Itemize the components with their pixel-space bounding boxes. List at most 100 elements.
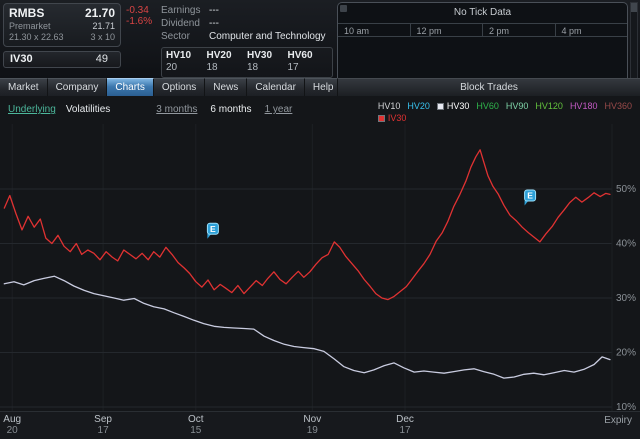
legend-row-hv: HV10 HV20 HV30 HV60 HV90 HV120 HV180 HV360 xyxy=(378,101,632,111)
x-axis-label-aug: Aug 20 xyxy=(3,414,22,436)
volatilities-view-label[interactable]: Volatilities xyxy=(65,104,111,115)
company-info-panel: Earnings --- Dividend --- Sector Compute… xyxy=(155,0,337,78)
range-6-months[interactable]: 6 months xyxy=(210,104,252,115)
chart-view-links: Underlying Volatilities xyxy=(8,96,110,124)
legend-label: HV60 xyxy=(476,101,499,111)
dividend-label: Dividend xyxy=(161,18,200,29)
price-change: -0.34 xyxy=(126,5,149,16)
range-1-year[interactable]: 1 year xyxy=(264,104,293,115)
hv20-stat: HV20 18 xyxy=(207,50,248,74)
legend-item-hv10[interactable]: HV10 xyxy=(378,101,401,111)
ticker-symbol: RMBS xyxy=(9,6,45,20)
legend-item-hv360[interactable]: HV360 xyxy=(604,101,632,111)
last-price: 21.70 xyxy=(84,6,115,20)
x-axis-label-oct: Oct 15 xyxy=(188,414,204,436)
legend-label: HV180 xyxy=(569,101,598,111)
charts-view: Underlying Volatilities 3 months 6 month… xyxy=(0,96,640,439)
time-range-links: 3 months 6 months 1 year xyxy=(156,96,292,124)
earnings-marker-letter: E xyxy=(527,191,533,201)
navigation-row: Market Company Charts Options News Calen… xyxy=(0,78,640,96)
hv10-stat-label: HV10 xyxy=(166,50,192,61)
block-trades-label: Block Trades xyxy=(460,82,518,93)
underlying-link[interactable]: Underlying xyxy=(8,104,56,115)
quote-box: RMBS 21.70 Premarket 21.71 21.30 x 22.63… xyxy=(3,3,121,47)
legend-label: IV30 xyxy=(387,113,407,123)
legend-item-hv20[interactable]: HV20 xyxy=(407,101,430,111)
earnings-marker-tail xyxy=(207,233,212,239)
legend-label: HV30 xyxy=(446,101,470,111)
range-3-months[interactable]: 3 months xyxy=(156,104,198,115)
tick-chart-panel: No Tick Data 10 am 12 pm 2 pm 4 pm xyxy=(337,0,640,78)
chart-x-axis: Expiry Aug 20 Sep 17 Oct 15 Nov 19 Dec 17 xyxy=(0,411,640,439)
iv30-selector[interactable]: IV30 49 xyxy=(3,51,121,68)
earnings-marker-letter: E xyxy=(210,224,216,234)
time-label-2pm: 2 pm xyxy=(482,24,555,36)
panel-handle-icon[interactable] xyxy=(340,5,347,12)
price-change-percent: -1.6% xyxy=(126,16,153,27)
tick-chart: No Tick Data 10 am 12 pm 2 pm 4 pm xyxy=(337,2,628,78)
premarket-label: Premarket xyxy=(9,21,51,31)
header: RMBS 21.70 Premarket 21.71 21.30 x 22.63… xyxy=(0,0,640,78)
tab-charts[interactable]: Charts xyxy=(107,78,154,96)
earnings-marker-tail xyxy=(524,200,529,206)
main-nav-tabs: Market Company Charts Options News Calen… xyxy=(0,78,343,96)
bid-ask-size: 3 x 10 xyxy=(90,32,115,42)
tab-news[interactable]: News xyxy=(205,78,248,96)
legend-label: HV10 xyxy=(377,101,401,111)
legend-item-iv30[interactable]: IV30 xyxy=(377,113,407,123)
premarket-price: 21.71 xyxy=(92,21,115,31)
hv10-stat: HV10 20 xyxy=(166,50,207,74)
time-label-4pm: 4 pm xyxy=(554,24,628,36)
iv30-value: 49 xyxy=(95,53,108,65)
tab-market[interactable]: Market xyxy=(0,78,48,96)
earnings-marker[interactable]: E xyxy=(206,222,219,239)
hv60-stat-label: HV60 xyxy=(287,50,313,61)
x-axis-label-dec: Dec 17 xyxy=(396,414,414,436)
time-label-10am: 10 am xyxy=(344,26,370,36)
tick-scrollbar[interactable] xyxy=(630,2,638,78)
dividend-value: --- xyxy=(209,18,219,29)
x-axis-label-sep: Sep 17 xyxy=(94,414,112,436)
legend-checkbox-iv30[interactable] xyxy=(377,114,385,122)
earnings-marker[interactable]: E xyxy=(524,189,537,206)
tab-calendar[interactable]: Calendar xyxy=(247,78,305,96)
legend-label: HV90 xyxy=(505,101,529,111)
y-axis-label: 40% xyxy=(616,239,636,250)
no-tick-data-message: No Tick Data xyxy=(453,7,512,18)
hv30-stat: HV30 18 xyxy=(247,50,288,74)
legend-label: HV120 xyxy=(535,101,563,111)
legend-item-hv90[interactable]: HV90 xyxy=(506,101,529,111)
tab-options[interactable]: Options xyxy=(153,78,206,96)
quote-panel: RMBS 21.70 Premarket 21.71 21.30 x 22.63… xyxy=(0,0,155,78)
block-trades-bar[interactable]: Block Trades xyxy=(337,78,640,96)
hv-stats-box: HV10 20 HV20 18 HV30 18 HV60 17 xyxy=(161,47,333,78)
series-iv30-line xyxy=(3,149,611,301)
earnings-value: --- xyxy=(209,5,219,16)
tab-company[interactable]: Company xyxy=(47,78,108,96)
volatility-plot-area[interactable]: 10% 20% 30% 40% 50% E E xyxy=(0,124,640,411)
iv30-label: IV30 xyxy=(10,53,33,65)
earnings-label: Earnings xyxy=(161,5,201,16)
legend-item-hv180[interactable]: HV180 xyxy=(570,101,598,111)
hv20-stat-label: HV20 xyxy=(206,50,232,61)
bid-ask-quote: 21.30 x 22.63 xyxy=(9,32,64,42)
sector-label: Sector xyxy=(161,31,190,42)
earnings-marker-box xyxy=(524,189,537,202)
y-axis-label: 10% xyxy=(616,402,636,411)
legend-checkbox-hv30[interactable] xyxy=(436,102,444,110)
legend-label: HV360 xyxy=(604,101,632,111)
legend-label: HV20 xyxy=(407,101,430,111)
legend-item-hv30[interactable]: HV30 xyxy=(436,101,470,111)
y-axis-label: 30% xyxy=(616,293,636,304)
volatility-chart[interactable]: 10% 20% 30% 40% 50% E E xyxy=(0,124,640,411)
hv30-stat-label: HV30 xyxy=(247,50,273,61)
legend-item-hv120[interactable]: HV120 xyxy=(535,101,563,111)
price-change-block: -0.34 -1.6% xyxy=(126,3,152,47)
tick-time-axis: 10 am 12 pm 2 pm 4 pm xyxy=(338,23,627,37)
time-label-12pm: 12 pm xyxy=(409,24,483,36)
y-axis-label: 50% xyxy=(616,184,636,195)
hv10-stat-value: 20 xyxy=(166,62,178,73)
legend-item-hv60[interactable]: HV60 xyxy=(476,101,499,111)
expiry-label: Expiry xyxy=(604,415,632,426)
scrollbar-thumb[interactable] xyxy=(631,3,637,12)
